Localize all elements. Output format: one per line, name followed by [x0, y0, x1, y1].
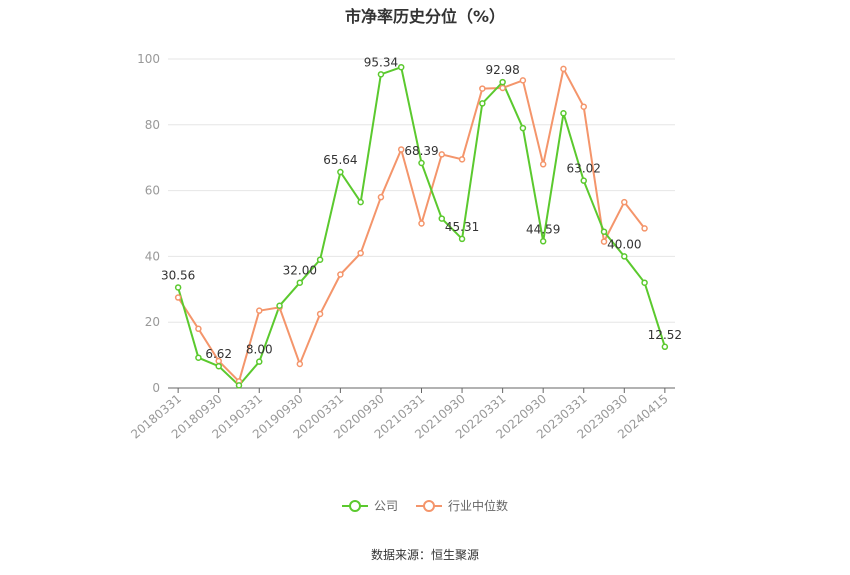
- data-point-company[interactable]: [539, 238, 547, 245]
- data-point-industry[interactable]: [397, 146, 405, 153]
- data-point-company[interactable]: [438, 215, 446, 222]
- y-tick-label: 60: [145, 184, 160, 198]
- legend: 公司 行业中位数: [0, 497, 850, 514]
- data-point-industry[interactable]: [316, 310, 324, 318]
- data-labels: 30.56 6.62 8.00 32.00 65.64 95.34 68.39 45.31 92…: [161, 55, 682, 361]
- data-label: 95.34: [364, 55, 398, 69]
- data-point-industry[interactable]: [256, 307, 263, 314]
- data-point-company[interactable]: [519, 124, 527, 132]
- data-point-industry[interactable]: [560, 65, 567, 73]
- data-point-company[interactable]: [296, 279, 304, 286]
- data-point-industry[interactable]: [479, 85, 486, 92]
- data-label: 92.98: [485, 63, 519, 77]
- data-point-industry[interactable]: [458, 156, 466, 163]
- y-tick-label: 40: [145, 249, 160, 263]
- legend-label-industry: 行业中位数: [448, 499, 509, 513]
- grid-lines: [168, 58, 675, 323]
- data-label: 44.59: [526, 222, 560, 236]
- data-point-industry[interactable]: [377, 193, 385, 201]
- data-point-industry[interactable]: [641, 225, 648, 232]
- data-point-company[interactable]: [499, 78, 506, 86]
- data-source: 数据来源：恒生聚源: [370, 548, 479, 562]
- legend-company-marker-icon: [341, 499, 368, 512]
- data-point-company[interactable]: [397, 63, 405, 71]
- data-label: 12.52: [648, 328, 682, 342]
- data-point-industry[interactable]: [499, 84, 506, 92]
- data-point-company[interactable]: [377, 71, 385, 78]
- data-point-company[interactable]: [458, 235, 466, 243]
- data-point-company[interactable]: [235, 382, 243, 389]
- data-point-company[interactable]: [600, 228, 608, 235]
- legend-item-industry[interactable]: 行业中位数: [416, 497, 508, 514]
- axes: 0204060801002018033120180930201903312019…: [128, 52, 675, 442]
- data-point-industry[interactable]: [195, 325, 202, 333]
- data-label: 45.31: [445, 220, 479, 234]
- data-point-company[interactable]: [418, 159, 425, 167]
- data-point-company[interactable]: [195, 354, 202, 361]
- data-point-company[interactable]: [256, 358, 263, 365]
- data-point-industry[interactable]: [174, 294, 182, 301]
- data-point-industry[interactable]: [438, 151, 446, 158]
- data-point-company[interactable]: [661, 343, 669, 351]
- data-label: 63.02: [567, 162, 601, 176]
- data-point-company[interactable]: [276, 302, 283, 309]
- legend-industry-marker-icon: [416, 499, 442, 512]
- data-point-industry[interactable]: [357, 249, 364, 257]
- chart-title: 市净率历史分位（%）: [344, 7, 506, 26]
- data-point-company[interactable]: [621, 253, 628, 260]
- legend-item-company[interactable]: 公司: [341, 497, 398, 514]
- data-point-company[interactable]: [215, 362, 222, 370]
- data-label: 30.56: [161, 268, 195, 282]
- data-point-industry[interactable]: [539, 161, 547, 168]
- data-label: 32.00: [283, 264, 317, 278]
- data-point-company[interactable]: [357, 198, 364, 206]
- data-point-industry[interactable]: [580, 103, 587, 110]
- data-point-company[interactable]: [479, 100, 486, 107]
- legend-label-company: 公司: [373, 499, 398, 513]
- data-point-company[interactable]: [580, 177, 587, 184]
- data-point-industry[interactable]: [296, 360, 304, 368]
- data-label: 6.62: [205, 347, 232, 361]
- data-point-company[interactable]: [316, 256, 324, 263]
- data-point-industry[interactable]: [337, 271, 344, 278]
- y-tick-label: 20: [145, 315, 160, 329]
- data-label: 8.00: [246, 343, 273, 357]
- data-point-company[interactable]: [337, 168, 344, 176]
- data-point-industry[interactable]: [600, 238, 608, 245]
- data-label: 65.64: [323, 153, 357, 167]
- data-point-company[interactable]: [174, 284, 182, 291]
- data-point-industry[interactable]: [621, 198, 628, 206]
- data-point-company[interactable]: [641, 279, 648, 286]
- data-label: 68.39: [404, 144, 438, 158]
- y-tick-label: 80: [145, 118, 160, 132]
- data-point-company[interactable]: [560, 110, 567, 117]
- data-point-industry[interactable]: [418, 220, 425, 227]
- data-point-industry[interactable]: [519, 77, 527, 84]
- y-tick-label: 0: [152, 381, 160, 395]
- data-label: 40.00: [607, 237, 641, 251]
- data-points: [174, 63, 669, 389]
- y-tick-label: 100: [137, 52, 160, 66]
- series-line-industry: [177, 66, 646, 384]
